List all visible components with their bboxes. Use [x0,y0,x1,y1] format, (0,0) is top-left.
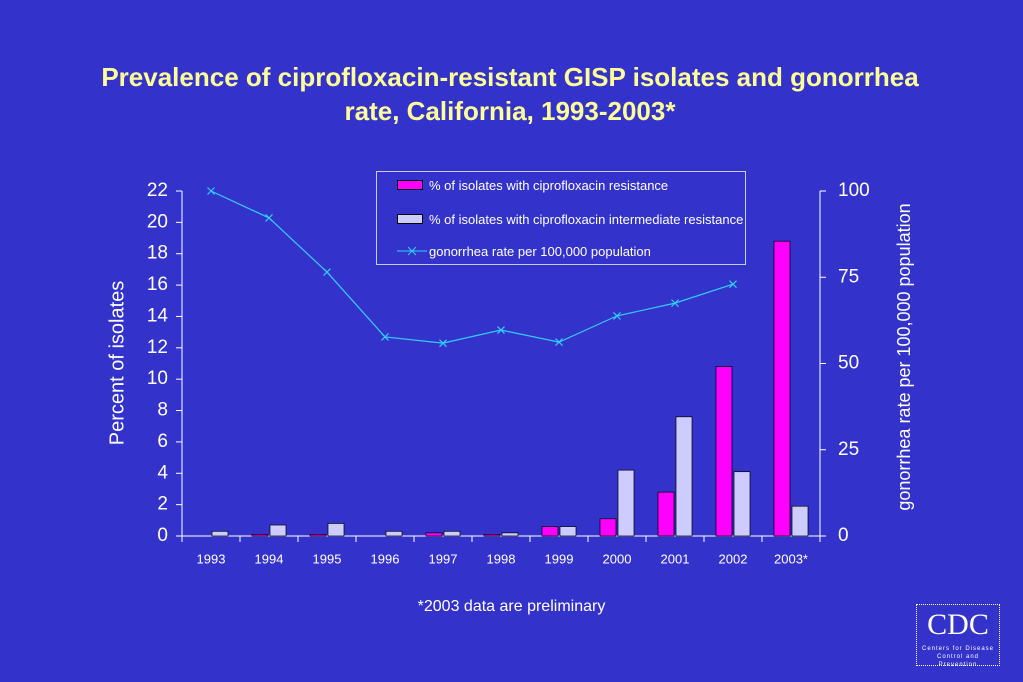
y2-axis-label: gonorrhea rate per 100,000 population [894,203,914,510]
y-tick-label: 2 [157,494,168,515]
y-tick-label: 4 [157,462,168,483]
marker [265,213,273,222]
logo: CDC Centers for Disease Control and Prev… [916,604,1000,668]
bar [559,526,577,537]
bar [541,526,559,537]
y-tick-label: 18 [147,243,168,264]
y-tick-label: 6 [157,431,168,452]
bar [773,240,791,537]
x-tick-label: 1996 [371,551,400,566]
y-tick-label: 12 [147,337,168,358]
logo-subtitle: Centers for Disease Control and Preventi… [921,646,995,668]
marker [497,326,505,334]
x-tick-label: 1999 [545,551,574,566]
legend-label: gonorrhea rate per 100,000 population [429,244,651,259]
x-tick-label: 2001 [661,551,690,566]
y2-tick-label: 0 [838,525,849,546]
x-tick-label: 2000 [603,551,632,566]
bar [599,518,617,537]
x-tick-label: 2002 [719,551,748,566]
y2-tick-label: 25 [838,439,859,460]
bar [211,530,229,537]
bar [483,534,501,537]
legend-key [397,214,423,224]
y-tick-label: 20 [147,211,168,232]
y-axis-label: Percent of isolates [106,281,128,446]
bar [715,366,733,537]
chart-title: Prevalence of ciprofloxacin-resistant GI… [101,62,919,126]
y-tick-label: 22 [147,180,168,201]
x-tick-label: 1993 [197,551,226,566]
bar [675,416,693,537]
legend: % of isolates with ciprofloxacin resista… [376,171,746,265]
marker [207,187,215,195]
bar [327,523,345,537]
y2-tick-label: 100 [838,180,870,201]
marker [555,338,563,347]
bar [251,534,269,537]
legend-label: % of isolates with ciprofloxacin interme… [429,212,744,227]
bar [733,471,751,537]
bar [425,532,443,537]
legend-key [397,180,423,190]
line [210,190,734,344]
marker [729,280,737,289]
x-tick-label: 1994 [255,551,284,566]
x-tick-label: 1997 [429,551,458,566]
x-tick-label: 1998 [487,551,516,566]
legend-line [397,246,427,256]
logo-text: CDC [927,608,989,641]
marker [439,339,447,348]
footnote: *2003 data are preliminary [417,598,606,615]
y2-tick-label: 75 [838,266,859,287]
bar [657,491,675,537]
marker [671,299,679,308]
bar [385,530,403,537]
marker [323,268,331,276]
y2-tick-label: 50 [838,353,859,374]
bar [791,505,809,537]
y-tick-label: 16 [147,274,168,295]
bar [309,534,327,537]
bar [617,469,635,537]
marker [381,333,389,341]
y-tick-label: 8 [157,400,168,421]
bar [269,524,287,537]
legend-label: % of isolates with ciprofloxacin resista… [429,178,669,193]
y-tick-label: 14 [147,305,169,326]
y-tick-label: 10 [147,368,168,389]
marker [613,311,621,320]
x-tick-label: 1995 [313,551,342,566]
bar [501,532,519,537]
bar [443,530,461,537]
x-tick-label: 2003* [774,551,808,566]
legend-key [397,244,427,258]
y-tick-label: 0 [157,525,168,546]
